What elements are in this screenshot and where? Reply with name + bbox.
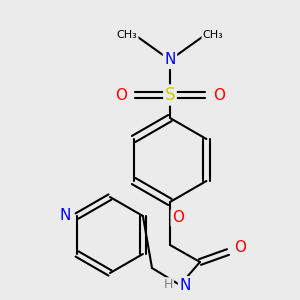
Text: O: O [172,211,184,226]
Text: N: N [179,278,191,292]
Text: H: H [163,278,173,292]
Text: CH₃: CH₃ [202,30,224,40]
Text: S: S [165,86,175,104]
Text: N: N [164,52,176,68]
Text: O: O [115,88,127,103]
Text: O: O [213,88,225,103]
Text: O: O [234,239,246,254]
Text: N: N [59,208,71,224]
Text: CH₃: CH₃ [117,30,137,40]
